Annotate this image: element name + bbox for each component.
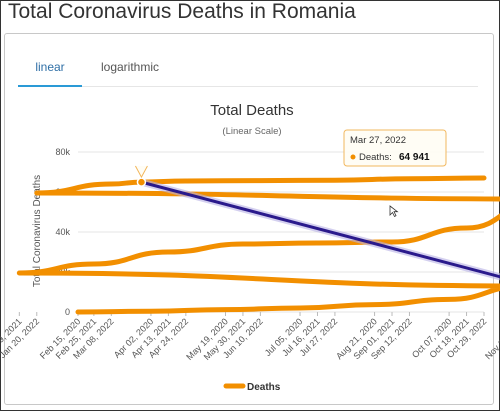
chart-subtitle: (Linear Scale) <box>222 126 281 137</box>
chart-card <box>4 33 494 405</box>
mouse-cursor-icon <box>389 205 399 218</box>
tab-linear[interactable]: linear <box>18 52 82 87</box>
y-tick-label: 40k <box>55 227 70 237</box>
chart-title: Total Deaths <box>210 102 293 119</box>
trend-line <box>139 180 500 279</box>
tooltip-pointer <box>134 165 148 179</box>
tab-logarithmic[interactable]: logarithmic <box>100 60 160 74</box>
page-title: Total Coronavirus Deaths in Romania <box>8 0 356 23</box>
tooltip-bullet <box>350 154 356 160</box>
y-tick-label: 0 <box>65 307 70 317</box>
tooltip-box <box>343 129 447 167</box>
legend-label-deaths: Deaths <box>247 382 281 393</box>
tooltip-value: 64 941 <box>399 152 430 163</box>
series-line-deaths[interactable] <box>16 175 500 315</box>
hover-point[interactable] <box>136 177 147 187</box>
tooltip-series-name: Deaths: <box>359 152 392 163</box>
y-axis-label: Total Coronavirus Deaths <box>32 175 43 287</box>
scale-tabs: linear logarithmic <box>18 52 478 87</box>
y-tick-label: 80k <box>55 147 70 157</box>
legend[interactable]: Deaths <box>223 382 281 393</box>
tooltip-date: Mar 27, 2022 <box>350 135 406 146</box>
